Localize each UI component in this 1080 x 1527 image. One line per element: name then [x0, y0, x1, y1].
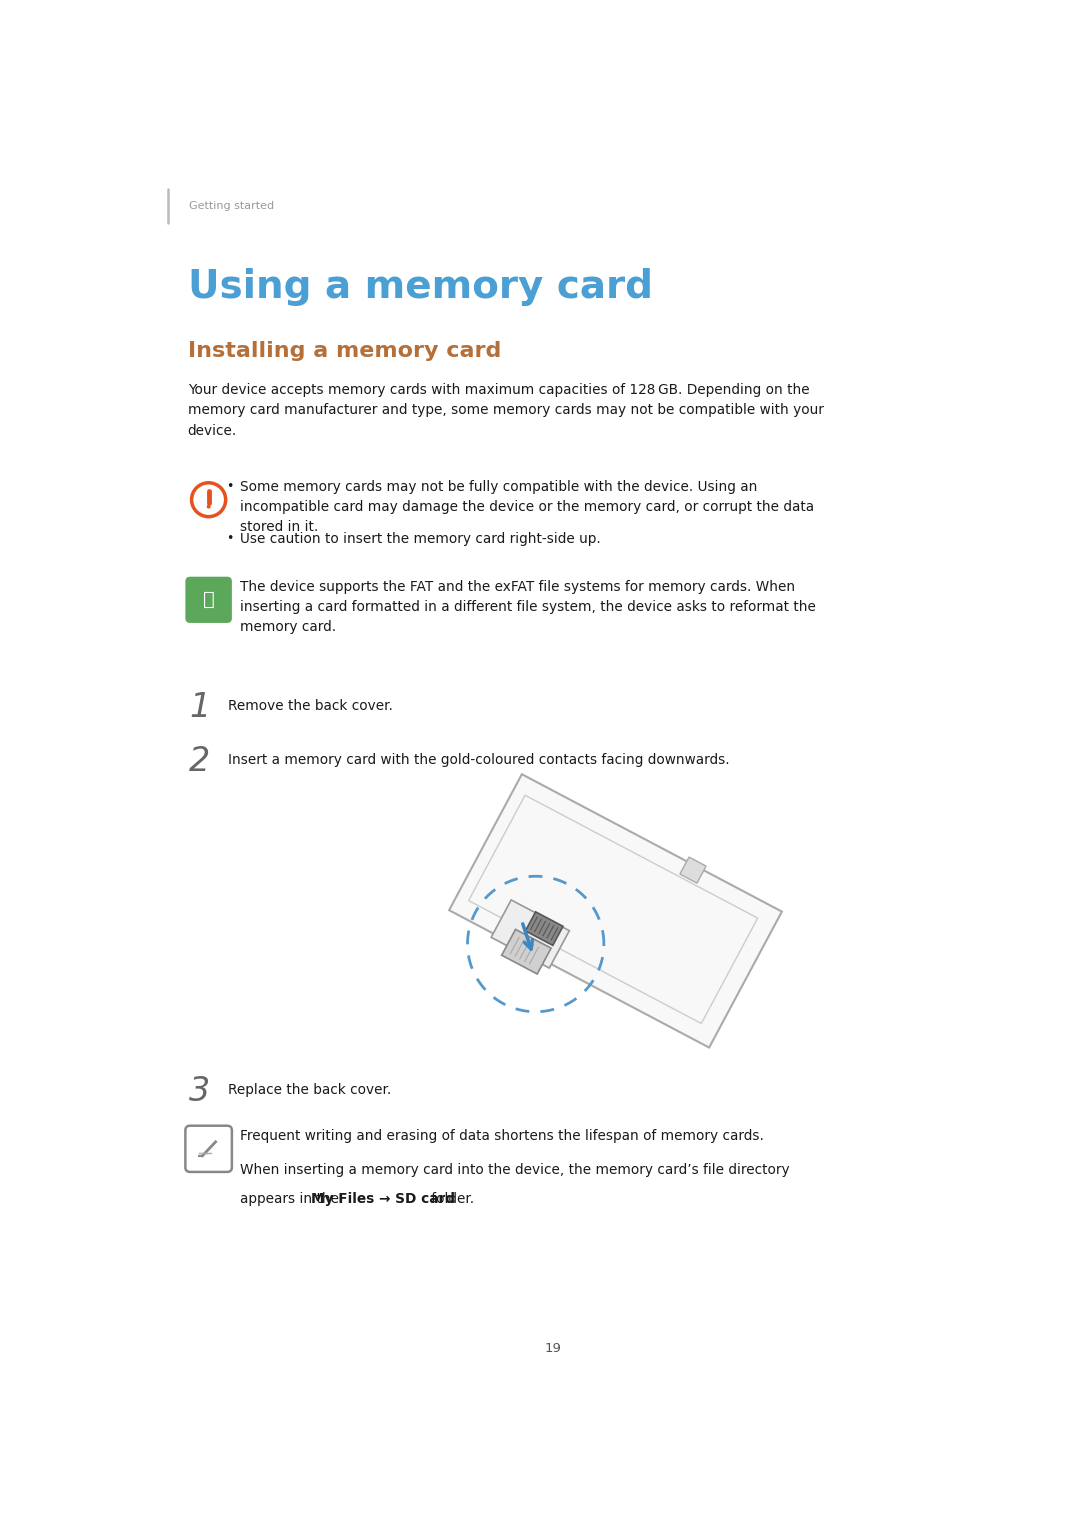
Polygon shape: [449, 774, 782, 1048]
Text: Some memory cards may not be fully compatible with the device. Using an
incompat: Some memory cards may not be fully compa…: [240, 479, 813, 534]
Text: Installing a memory card: Installing a memory card: [188, 341, 501, 360]
Text: •: •: [226, 1164, 233, 1176]
Text: 3: 3: [189, 1075, 211, 1109]
FancyBboxPatch shape: [186, 1125, 232, 1171]
Text: The device supports the FAT and the exFAT file systems for memory cards. When
in: The device supports the FAT and the exFA…: [240, 580, 815, 634]
Text: When inserting a memory card into the device, the memory card’s file directory: When inserting a memory card into the de…: [240, 1164, 789, 1177]
Polygon shape: [502, 930, 551, 974]
Text: Frequent writing and erasing of data shortens the lifespan of memory cards.: Frequent writing and erasing of data sho…: [240, 1128, 764, 1142]
Text: Remove the back cover.: Remove the back cover.: [228, 699, 393, 713]
Text: 19: 19: [545, 1342, 562, 1354]
Text: •: •: [226, 1128, 233, 1142]
Polygon shape: [526, 912, 563, 945]
Text: Your device accepts memory cards with maximum capacities of 128 GB. Depending on: Your device accepts memory cards with ma…: [188, 383, 824, 438]
Text: My Files → SD card: My Files → SD card: [311, 1193, 455, 1206]
Polygon shape: [680, 857, 706, 883]
Text: Using a memory card: Using a memory card: [188, 267, 652, 305]
Circle shape: [206, 505, 211, 508]
Text: Insert a memory card with the gold-coloured contacts facing downwards.: Insert a memory card with the gold-colou…: [228, 753, 730, 767]
Text: folder.: folder.: [428, 1193, 474, 1206]
Text: •: •: [226, 479, 233, 493]
Text: 2: 2: [189, 745, 211, 779]
Text: 🔔: 🔔: [203, 591, 215, 609]
Text: Getting started: Getting started: [189, 202, 274, 211]
Text: •: •: [226, 531, 233, 545]
Text: 1: 1: [189, 692, 211, 724]
Text: Use caution to insert the memory card right-side up.: Use caution to insert the memory card ri…: [240, 531, 600, 547]
FancyBboxPatch shape: [186, 577, 232, 623]
Polygon shape: [491, 899, 569, 968]
Text: Replace the back cover.: Replace the back cover.: [228, 1083, 391, 1096]
Text: appears in the: appears in the: [240, 1193, 343, 1206]
